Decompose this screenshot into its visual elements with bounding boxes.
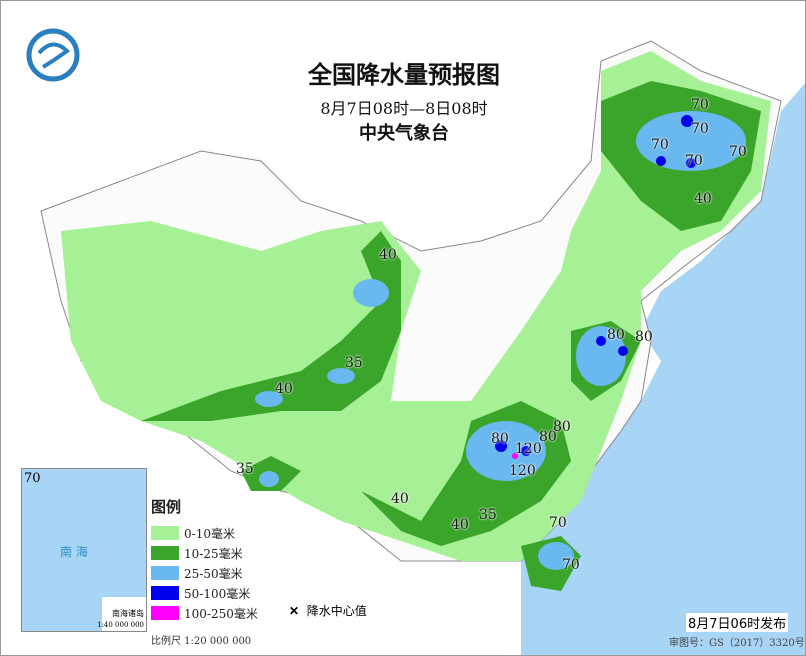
rain-center-value: 35 [479, 507, 497, 523]
rain-50-100 [495, 115, 696, 456]
rain-center-value: 40 [379, 247, 397, 263]
rain-center-value: 80 [607, 327, 625, 343]
center-marker-label: 降水中心值 [306, 604, 367, 618]
rain-center-value: 70 [691, 121, 709, 137]
rain-center-value: 80 [539, 429, 557, 445]
legend-swatch [151, 546, 179, 560]
inset-islands: 南海诸岛 [112, 609, 144, 618]
cma-logo [26, 28, 80, 82]
legend-label: 50-100毫米 [184, 586, 251, 601]
south-china-sea-inset: 70 南 海 南海诸岛 1:40 000 000 [21, 468, 147, 632]
agency-name: 中央气象台 [359, 123, 449, 144]
rain-center-value: 120 [509, 463, 536, 479]
rain-center-value: 40 [694, 191, 712, 207]
publish-time: 8月7日06时发布 [686, 613, 789, 632]
rain-25-50 [255, 111, 746, 570]
legend-item: 25-50毫米 [151, 563, 258, 583]
legend-label: 10-25毫米 [184, 546, 243, 561]
rain-center-value: 35 [345, 355, 363, 371]
rain-center-value: 70 [562, 557, 580, 573]
legend-label: 25-50毫米 [184, 566, 243, 581]
rain-center-value: 35 [236, 461, 254, 477]
legend-swatch [151, 586, 179, 600]
legend-item: 100-250毫米 [151, 603, 258, 623]
legend: 图例 0-10毫米 10-25毫米 25-50毫米 50-100毫米 100-250毫米 [151, 496, 258, 623]
rain-center-value: 80 [553, 419, 571, 435]
rain-center-value: 40 [391, 491, 409, 507]
inset-sea-label: 南 海 [60, 545, 88, 559]
legend-title: 图例 [151, 498, 182, 516]
legend-label: 0-10毫米 [184, 526, 235, 541]
rain-center-value: 40 [451, 517, 469, 533]
review-number: 审图号：GS（2017）3320号 [669, 638, 805, 649]
rain-center-value: 80 [635, 329, 653, 345]
inset-scale: 1:40 000 000 [97, 621, 144, 629]
rain-center-value: 70 [651, 137, 669, 153]
legend-swatch [151, 566, 179, 580]
forecast-period: 8月7日08时—8日08时 [320, 99, 488, 118]
legend-swatch [151, 606, 179, 620]
rain-center-value: 80 [491, 431, 509, 447]
legend-item: 0-10毫米 [151, 523, 258, 543]
rain-center-value: 70 [549, 515, 567, 531]
legend-item: 50-100毫米 [151, 583, 258, 603]
center-marker-legend: ✕ 降水中心值 [289, 604, 367, 618]
rain-center-value: 70 [685, 153, 703, 169]
map-title: 全国降水量预报图 [308, 60, 500, 89]
rain-0-10 [61, 51, 771, 561]
sea-east [521, 83, 805, 655]
rain-100-250 [512, 453, 518, 459]
scale-label: 比例尺 1:20 000 000 [151, 636, 252, 647]
inset-value: 70 [24, 471, 41, 486]
legend-label: 100-250毫米 [184, 606, 258, 621]
rain-center-value: 120 [515, 441, 542, 457]
legend-item: 10-25毫米 [151, 543, 258, 563]
rain-center-value: 70 [729, 144, 747, 160]
rain-center-value: 70 [691, 97, 709, 113]
legend-swatch [151, 526, 179, 540]
rain-center-value: 40 [275, 381, 293, 397]
